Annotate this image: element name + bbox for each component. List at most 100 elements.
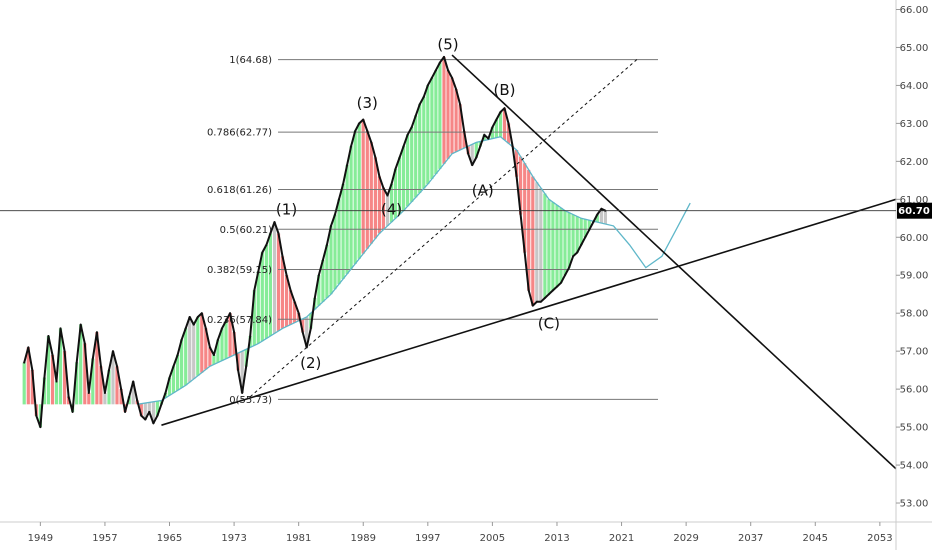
price-point [285,274,288,277]
fib-level-label: 1(64.68) [229,55,272,66]
cloud-fill-bar [406,134,410,207]
price-point [556,285,558,288]
price-point [596,213,599,216]
price-point [221,327,223,330]
price-point [406,133,409,136]
x-tick-label: 2037 [738,533,763,544]
cloud-fill-bar [321,260,325,302]
price-point [580,243,583,246]
cloud-fill-bar [115,366,119,405]
trend-line [161,198,897,426]
price-point [467,152,470,155]
price-point [277,232,280,235]
price-point [334,213,336,216]
price-point [265,243,268,246]
cloud-fill-bar [575,216,579,253]
fib-level-label: 0.5(60.21) [220,225,272,236]
cloud-fill-bar [220,328,224,361]
price-point [43,376,46,379]
cloud-fill-bar [111,351,115,405]
cloud-fill-bar [50,355,55,405]
price-point [67,395,70,398]
moving-average-line [137,135,691,405]
cloud-fill-bar [583,219,587,238]
cloud-fill-bar [462,131,466,149]
price-point [136,399,139,402]
cloud-fill-bar [196,317,200,376]
cloud-fill-bar [63,351,67,405]
fib-level-label: 0(55.73) [229,395,272,406]
cloud-fill-bar [389,184,394,223]
cloud-fill-bar [119,389,123,405]
cloud-fill-bar [305,317,309,348]
price-series [23,55,607,429]
price-point [507,122,510,125]
cloud-fill-bar [454,89,458,152]
cloud-fill-bar [539,187,543,302]
price-point [63,350,66,353]
price-point [152,422,155,425]
price-point [281,255,284,258]
price-point [503,107,506,110]
price-point [451,76,453,79]
price-point [261,251,264,254]
price-point [527,289,530,292]
cloud-fill-bar [42,377,46,405]
price-point [83,342,86,345]
cloud-fill-bar [204,328,208,370]
cloud-fill-bar [430,77,434,179]
y-tick-label: 55.00 [900,423,929,434]
price-point [31,369,34,372]
price-point [447,69,449,72]
price-point [342,183,345,186]
price-point [168,376,171,379]
cloud-fill-bar [450,77,454,154]
price-point [27,346,30,349]
cloud-fill-bar [563,210,567,276]
price-point [103,391,106,394]
cloud-fill-bar [579,218,583,245]
cloud-fill-bar [46,336,50,405]
cloud-fill-bar [143,403,147,420]
cloud-fill-bar [192,324,196,379]
cloud-fill-bar [490,127,494,139]
price-point [479,145,482,148]
wave-label: (3) [357,94,378,112]
price-point [200,312,203,315]
cloud-fill-bar [240,351,244,393]
cloud-fill-bar [587,220,591,230]
price-point [475,156,478,159]
y-tick-label: 54.00 [900,461,929,472]
price-point [124,410,127,413]
price-point [156,414,159,417]
price-point [91,357,94,360]
price-point [301,331,304,334]
price-point [455,88,458,91]
x-tick-label: 1989 [351,533,376,544]
cloud-fill-bar [289,290,293,325]
cloud-fill-bar [393,168,398,219]
price-point [108,369,110,372]
y-tick-label: 62.00 [900,157,929,168]
cloud-fill-bar [361,119,365,254]
fib-levels: 1(64.68) 0.786(62.77) 0.618(61.26) 0.5(60.2… [207,55,658,406]
x-tick-label: 1965 [157,533,182,544]
cloud-fill-bar [603,210,607,224]
price-point [249,335,252,337]
x-tick-label: 1957 [92,533,117,544]
cloud-fill-bar [54,381,59,405]
cloud-fill-bar [494,119,498,138]
cloud-fill-bar [571,214,575,257]
wave-label: (5) [437,35,458,53]
price-point [499,111,502,113]
price-point [600,207,603,210]
cloud-fill-bar [176,355,180,391]
cloud-fill-bar [381,187,385,230]
cloud-fill-bar [498,112,503,137]
price-point [430,76,433,79]
cloud-fill-bar [349,146,353,269]
cloud-fill-bar [301,318,305,333]
price-point [325,243,328,246]
cloud-fill-bar [103,392,107,405]
